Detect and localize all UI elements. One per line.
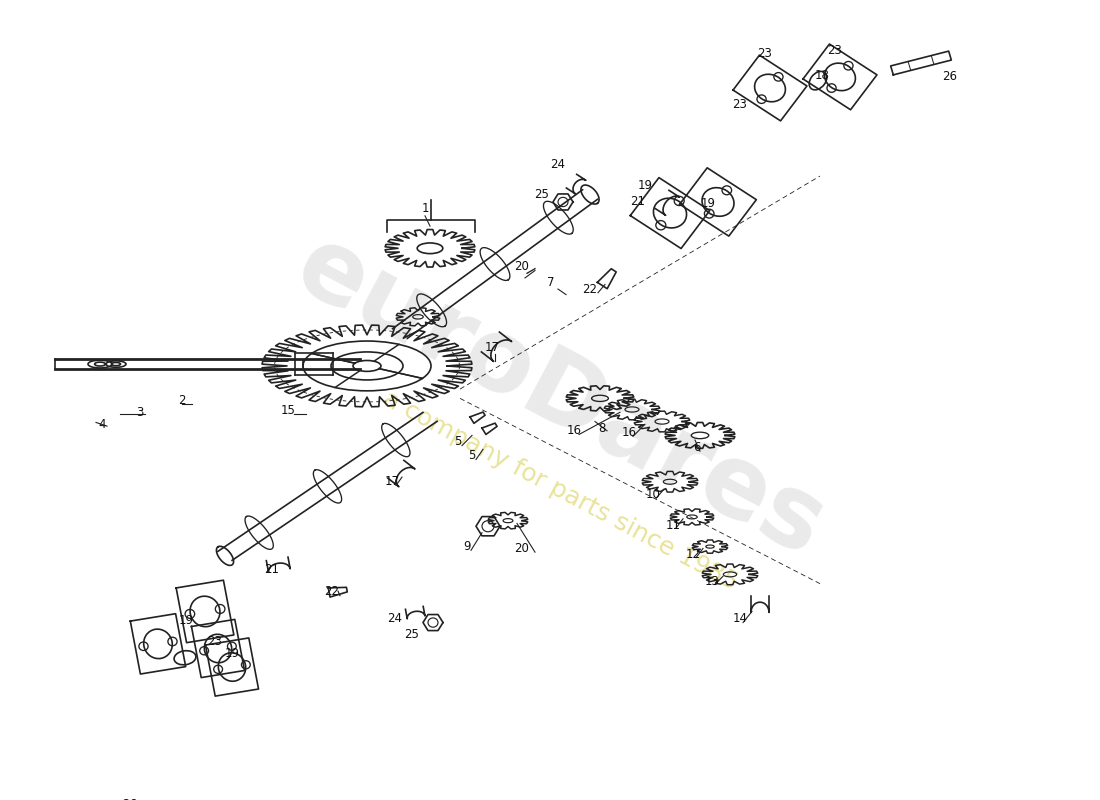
Text: 10: 10 [646,488,660,502]
Text: 26: 26 [122,798,138,800]
Text: 17: 17 [385,475,399,488]
Text: 19: 19 [638,178,652,192]
Text: 8: 8 [598,422,606,434]
Text: 25: 25 [405,628,419,641]
Text: 24: 24 [387,612,403,626]
Text: 14: 14 [733,612,748,626]
Text: 22: 22 [324,585,340,598]
Text: 26: 26 [943,70,957,83]
Text: 1: 1 [421,202,429,215]
Text: 19: 19 [224,646,240,660]
Text: 11: 11 [666,518,681,532]
Text: 16: 16 [566,424,582,438]
Text: a company for parts since 1985: a company for parts since 1985 [378,387,741,595]
Text: 4: 4 [98,418,106,431]
Text: euroDares: euroDares [279,218,840,578]
Text: 22: 22 [583,282,597,295]
Text: 17: 17 [484,341,499,354]
Text: 12: 12 [685,547,701,561]
Text: 3: 3 [136,406,144,418]
Text: 13: 13 [705,575,719,588]
Text: 9: 9 [463,540,471,553]
Text: 18: 18 [815,70,829,82]
Text: 2: 2 [178,394,186,406]
Text: 25: 25 [535,188,549,201]
Text: 23: 23 [733,98,747,111]
Text: 5: 5 [469,450,475,462]
Text: 19: 19 [178,614,194,627]
Text: 24: 24 [550,158,565,171]
Text: 23: 23 [758,47,772,60]
Text: 20: 20 [515,542,529,555]
Text: 15: 15 [280,404,296,417]
Text: 5: 5 [454,435,462,449]
Text: 6: 6 [693,441,701,454]
Text: 23: 23 [208,634,222,647]
Text: 21: 21 [630,195,646,209]
Text: 21: 21 [264,563,279,576]
Text: 23: 23 [827,45,843,58]
Text: 7: 7 [548,276,554,289]
Text: 16: 16 [621,426,637,439]
Text: 20: 20 [515,260,529,274]
Text: 19: 19 [701,198,715,210]
